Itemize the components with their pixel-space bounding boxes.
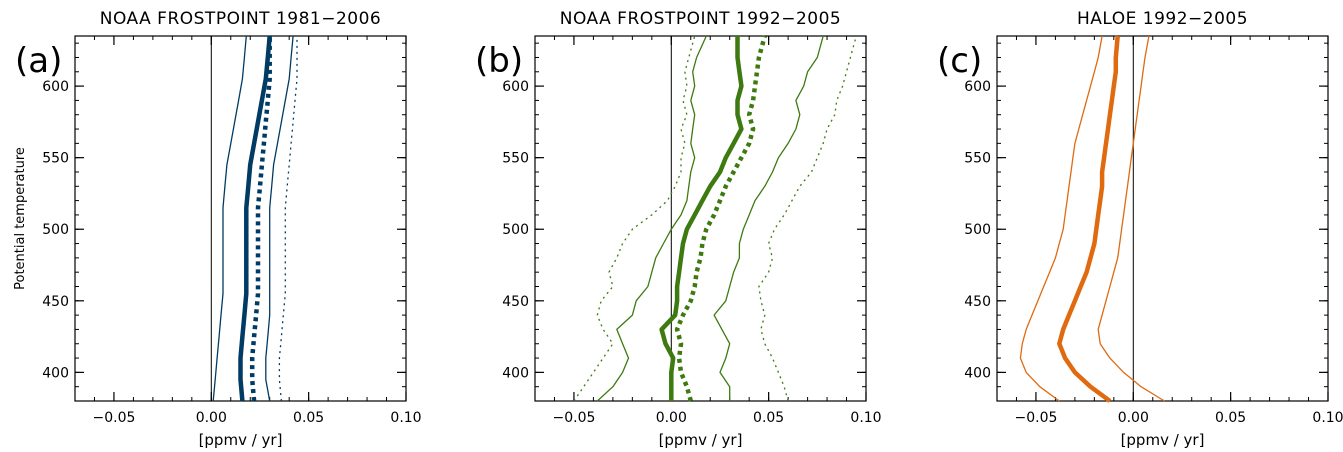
series-line-4 bbox=[674, 35, 767, 402]
y-tick-label: 600 bbox=[42, 79, 69, 95]
x-tick-label: 0.05 bbox=[293, 410, 324, 426]
y-tick-label: 600 bbox=[502, 79, 529, 95]
x-tick-label: −0.05 bbox=[92, 410, 135, 426]
panel-label: (c) bbox=[937, 41, 982, 81]
series-line-1 bbox=[212, 35, 247, 402]
y-tick-label: 450 bbox=[502, 294, 529, 310]
series-line-5 bbox=[278, 36, 298, 402]
x-axis-label: [ppmv / yr] bbox=[1121, 431, 1205, 449]
series-line-1 bbox=[573, 35, 696, 402]
y-tick-label: 500 bbox=[964, 222, 991, 238]
y-tick-label: 400 bbox=[502, 365, 529, 381]
x-tick-label: 0.05 bbox=[1215, 410, 1246, 426]
x-tick-label: 0.10 bbox=[1312, 410, 1343, 426]
x-tick-label: −0.05 bbox=[1014, 410, 1057, 426]
y-tick-label: 550 bbox=[42, 151, 69, 167]
panel-label: (a) bbox=[15, 41, 62, 81]
x-tick-label: 0.10 bbox=[850, 410, 881, 426]
y-tick-label: 400 bbox=[964, 365, 991, 381]
panel-title: HALOE 1992−2005 bbox=[1077, 9, 1248, 29]
y-tick-label: 500 bbox=[502, 222, 529, 238]
x-tick-label: 0.00 bbox=[656, 410, 687, 426]
y-axis-label: Potential temperature bbox=[13, 147, 28, 290]
series-line-5 bbox=[713, 35, 824, 401]
y-tick-label: 600 bbox=[964, 79, 991, 95]
plot-frame bbox=[996, 35, 1329, 402]
panel-label: (b) bbox=[475, 41, 523, 81]
series-line-3 bbox=[1097, 35, 1165, 402]
series-line-2 bbox=[1057, 35, 1120, 403]
series-line-2 bbox=[238, 35, 272, 402]
series-line-4 bbox=[265, 35, 294, 402]
series-line-2 bbox=[596, 35, 707, 402]
y-tick-label: 550 bbox=[502, 151, 529, 167]
y-tick-label: 500 bbox=[42, 222, 69, 238]
y-tick-label: 450 bbox=[964, 294, 991, 310]
series-line-3 bbox=[659, 36, 744, 401]
series-line-1 bbox=[1019, 35, 1103, 402]
panel-title: NOAA FROSTPOINT 1992−2005 bbox=[560, 9, 842, 29]
x-tick-label: −0.05 bbox=[552, 410, 595, 426]
series-line-3 bbox=[249, 36, 272, 402]
y-tick-label: 450 bbox=[42, 294, 69, 310]
series-line-6 bbox=[758, 35, 857, 402]
x-axis-label: [ppmv / yr] bbox=[659, 431, 743, 449]
y-tick-label: 400 bbox=[42, 365, 69, 381]
x-tick-label: 0.05 bbox=[753, 410, 784, 426]
x-tick-label: 0.00 bbox=[196, 410, 227, 426]
x-axis-label: [ppmv / yr] bbox=[199, 431, 283, 449]
panel-title: NOAA FROSTPOINT 1981−2006 bbox=[100, 9, 382, 29]
plot-frame bbox=[534, 35, 867, 402]
y-tick-label: 550 bbox=[964, 151, 991, 167]
x-tick-label: 0.00 bbox=[1118, 410, 1149, 426]
x-tick-label: 0.10 bbox=[390, 410, 421, 426]
